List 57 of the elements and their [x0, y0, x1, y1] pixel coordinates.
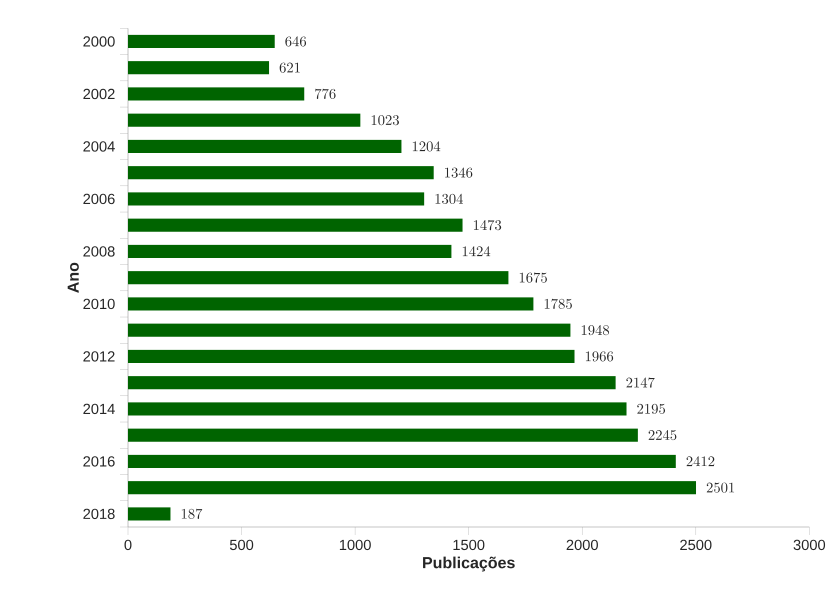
x-tick-label: 0	[124, 540, 132, 550]
bar	[128, 192, 424, 206]
x-tick-label: 3000	[794, 540, 826, 550]
bar	[128, 428, 638, 442]
bar	[128, 402, 627, 416]
bar	[128, 376, 616, 390]
data-label: 2195	[637, 404, 666, 414]
x-tick-label: 1500	[453, 540, 484, 550]
data-label: 187	[182, 508, 202, 519]
bar	[128, 114, 360, 127]
data-label: 1023	[372, 115, 399, 126]
bar	[128, 61, 270, 74]
x-tick-label: 1000	[340, 540, 371, 550]
data-label: 1204	[412, 141, 440, 152]
y-tick-label: 2018	[83, 508, 115, 520]
data-label: 2245	[648, 430, 676, 440]
y-tick-label: 2016	[83, 456, 115, 467]
data-label: 1346	[445, 168, 472, 178]
y-tick-label: 2008	[83, 246, 115, 257]
data-label: 776	[315, 88, 336, 99]
x-axis-title: Publicações	[423, 556, 515, 572]
y-tick-label: 2010	[83, 298, 115, 310]
x-tick-label: 2000	[566, 540, 598, 550]
y-tick-label: 2014	[83, 404, 115, 414]
bar	[128, 454, 676, 468]
y-axis-title: Ano	[68, 262, 79, 293]
bar	[128, 271, 508, 284]
bar	[128, 297, 534, 310]
bar	[128, 166, 434, 180]
y-tick-label: 2004	[83, 141, 115, 152]
bar	[128, 507, 170, 520]
data-label: 621	[280, 62, 300, 73]
data-label: 1675	[520, 272, 547, 283]
bar	[128, 324, 570, 337]
y-tick-label: 2006	[83, 194, 115, 204]
bar	[128, 218, 463, 232]
y-tick-label: 2000	[83, 36, 115, 47]
y-tick-label: 2012	[83, 351, 115, 362]
data-label: 2501	[706, 482, 734, 493]
x-tick-label: 500	[230, 540, 254, 550]
data-label: 1785	[544, 298, 572, 309]
data-label: 1424	[462, 246, 490, 256]
x-tick-label: 2500	[680, 540, 712, 550]
bar	[128, 481, 696, 494]
bar	[128, 140, 402, 154]
data-label: 2147	[626, 377, 655, 388]
data-label: 2412	[686, 456, 714, 466]
data-label: 1966	[586, 351, 614, 362]
data-label: 646	[285, 36, 306, 46]
bar	[128, 350, 575, 363]
bar	[128, 34, 275, 48]
bar	[128, 87, 304, 101]
data-label: 1304	[436, 194, 463, 204]
data-label: 1948	[582, 324, 610, 336]
bar	[128, 244, 452, 258]
data-label: 1473	[474, 220, 502, 230]
y-tick-label: 2002	[83, 88, 115, 100]
